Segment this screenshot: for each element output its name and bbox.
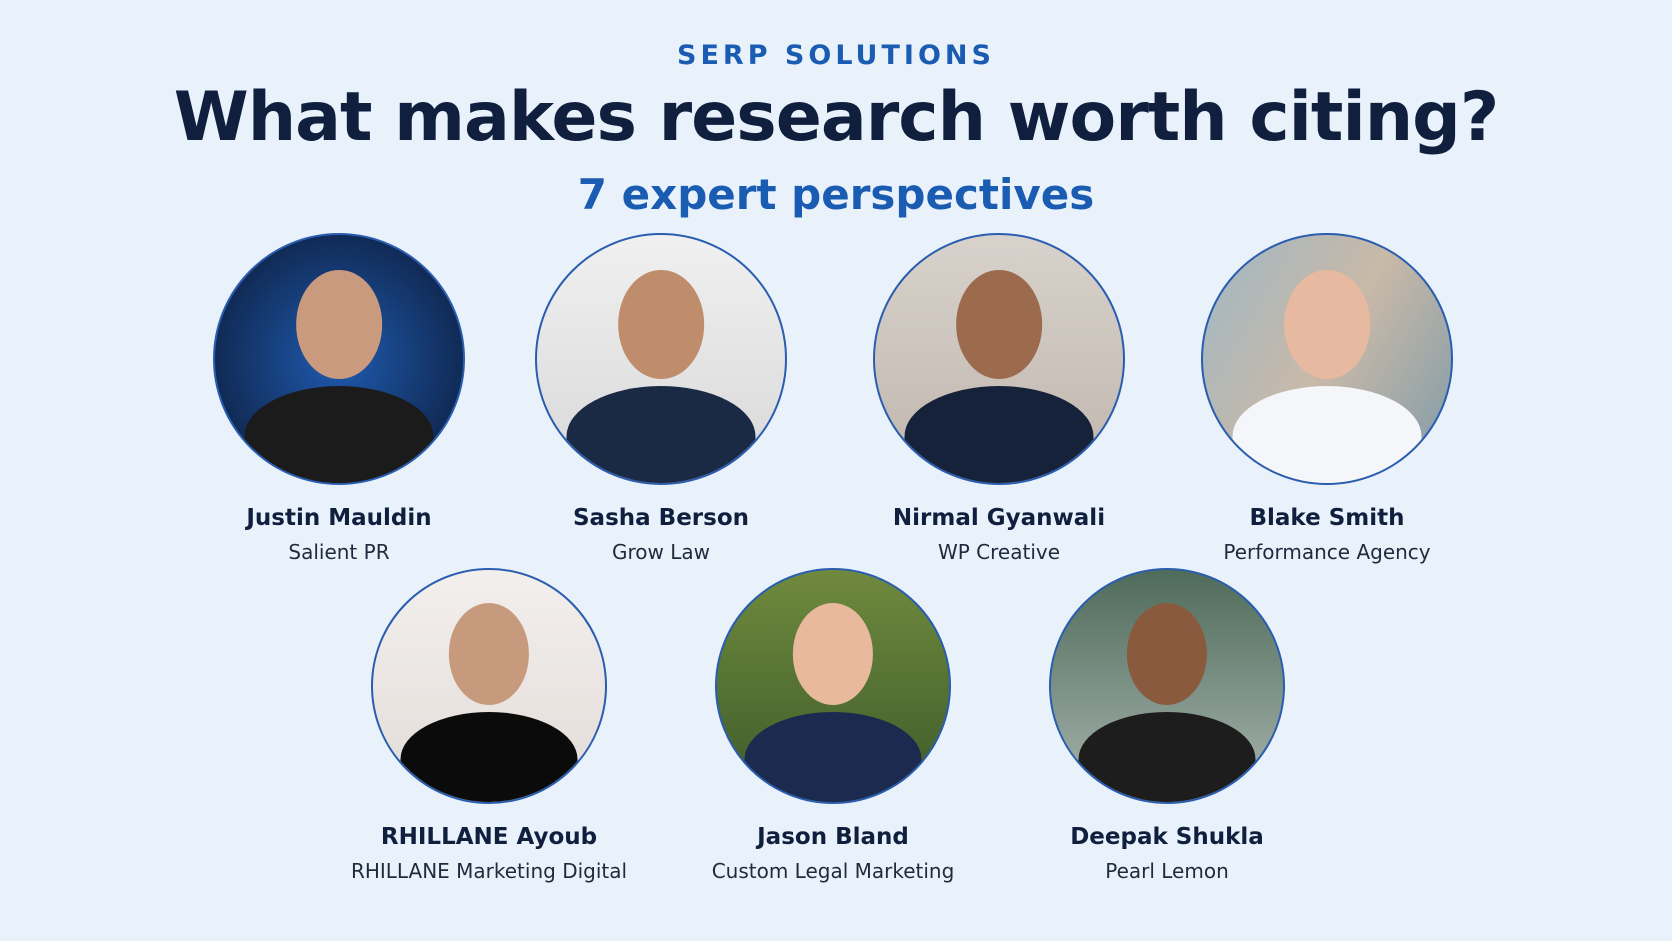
expert-name: Blake Smith bbox=[1249, 505, 1405, 531]
expert-name: Sasha Berson bbox=[572, 505, 749, 531]
expert-name: Jason Bland bbox=[757, 824, 909, 850]
photo bbox=[213, 233, 465, 485]
head bbox=[448, 603, 530, 705]
photo bbox=[715, 568, 951, 804]
shoulders bbox=[744, 711, 922, 802]
photo bbox=[1049, 568, 1285, 804]
subtitle: 7 expert perspectives bbox=[577, 170, 1095, 219]
expert-name: Nirmal Gyanwali bbox=[892, 505, 1106, 531]
photo bbox=[535, 233, 787, 485]
expert-company: Performance Agency bbox=[1223, 540, 1431, 564]
photo bbox=[873, 233, 1125, 485]
expert-company: RHILLANE Marketing Digital bbox=[350, 859, 628, 883]
photo bbox=[371, 568, 607, 804]
head bbox=[618, 270, 704, 379]
expert-company: Salient PR bbox=[288, 540, 390, 564]
brand: SERP SOLUTIONS bbox=[677, 40, 995, 71]
title: What makes research worth citing? bbox=[173, 78, 1500, 157]
expert-company: Custom Legal Marketing bbox=[711, 859, 955, 883]
head bbox=[792, 603, 874, 705]
shoulders bbox=[244, 386, 434, 483]
photo bbox=[1201, 233, 1453, 485]
shoulders bbox=[1232, 386, 1422, 483]
expert-name: Justin Mauldin bbox=[246, 505, 432, 531]
head bbox=[956, 270, 1042, 379]
shoulders bbox=[1078, 711, 1256, 802]
expert-company: WP Creative bbox=[937, 540, 1061, 564]
head bbox=[296, 270, 382, 379]
expert-company: Grow Law bbox=[612, 540, 710, 564]
expert-name: RHILLANE Ayoub bbox=[380, 824, 598, 850]
head bbox=[1284, 270, 1370, 379]
shoulders bbox=[904, 386, 1094, 483]
expert-name: Deepak Shukla bbox=[1070, 824, 1264, 850]
shoulders bbox=[400, 711, 578, 802]
expert-company: Pearl Lemon bbox=[1105, 859, 1229, 883]
head bbox=[1126, 603, 1208, 705]
shoulders bbox=[566, 386, 756, 483]
